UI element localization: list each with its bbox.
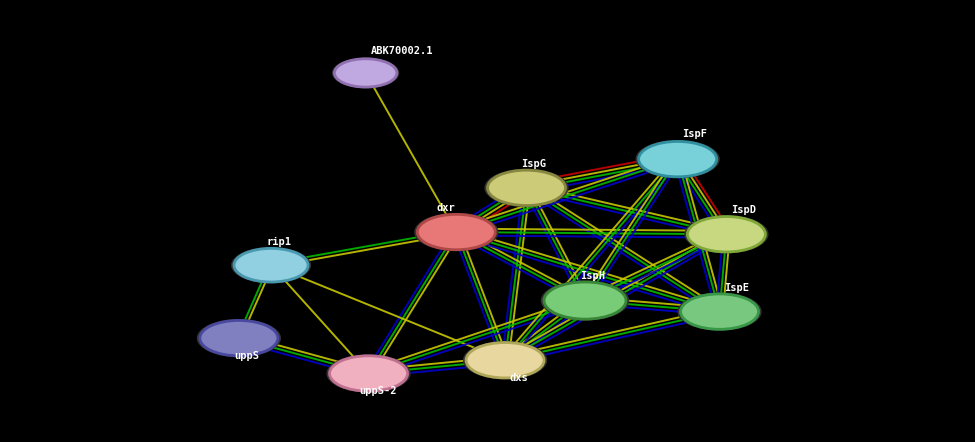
Text: dxr: dxr <box>437 203 455 213</box>
Circle shape <box>684 215 768 253</box>
Circle shape <box>488 170 566 206</box>
Circle shape <box>347 364 390 383</box>
Circle shape <box>197 319 281 357</box>
Circle shape <box>563 290 607 311</box>
Circle shape <box>414 213 498 251</box>
Circle shape <box>348 65 383 81</box>
Circle shape <box>463 341 547 379</box>
Circle shape <box>705 225 748 244</box>
Circle shape <box>332 57 400 88</box>
Text: dxs: dxs <box>510 373 528 383</box>
Circle shape <box>466 343 544 378</box>
Circle shape <box>200 320 278 356</box>
Circle shape <box>678 293 761 331</box>
Circle shape <box>334 59 397 87</box>
Text: IspF: IspF <box>682 129 708 139</box>
Circle shape <box>231 247 311 283</box>
Circle shape <box>541 281 629 320</box>
Circle shape <box>681 294 759 329</box>
Circle shape <box>656 149 699 169</box>
Circle shape <box>544 282 626 319</box>
Text: uppS-2: uppS-2 <box>359 386 396 396</box>
Circle shape <box>327 354 410 392</box>
Circle shape <box>330 356 408 391</box>
Circle shape <box>435 222 478 242</box>
Circle shape <box>417 214 495 250</box>
Circle shape <box>505 178 548 198</box>
Text: ABK70002.1: ABK70002.1 <box>370 46 433 56</box>
Text: IspE: IspE <box>724 282 750 293</box>
Circle shape <box>639 141 717 177</box>
Circle shape <box>687 217 765 252</box>
Circle shape <box>234 248 308 282</box>
Text: uppS: uppS <box>234 351 259 361</box>
Text: IspD: IspD <box>731 205 757 215</box>
Text: rip1: rip1 <box>266 236 292 247</box>
Text: IspG: IspG <box>522 159 547 169</box>
Text: IspH: IspH <box>580 271 605 281</box>
Circle shape <box>698 302 741 321</box>
Circle shape <box>485 169 568 207</box>
Circle shape <box>636 140 720 178</box>
Circle shape <box>251 256 292 274</box>
Circle shape <box>217 328 260 348</box>
Circle shape <box>484 351 527 370</box>
